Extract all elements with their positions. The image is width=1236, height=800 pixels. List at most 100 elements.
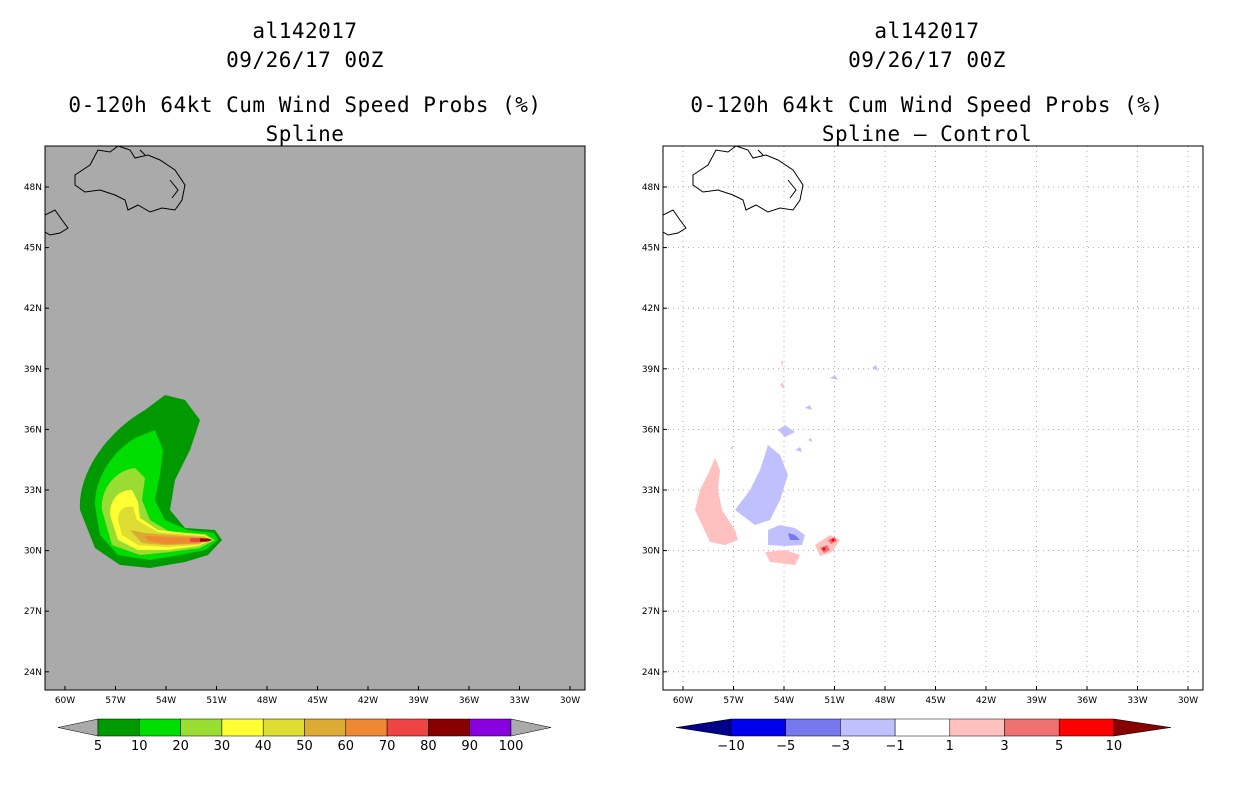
diff-speck-negative — [778, 365, 878, 452]
colorbar-swatch — [345, 718, 388, 737]
colorbar-label: 5 — [1055, 739, 1063, 754]
lon-tick-label: 48W — [257, 696, 277, 706]
colorbar-label: 20 — [172, 739, 189, 754]
colorbar-label: −3 — [831, 739, 850, 754]
colorbar-label: 70 — [379, 739, 396, 754]
lon-tick-label: 39W — [408, 696, 428, 706]
prob-contour-5 — [79, 395, 223, 568]
colorbar-swatch — [180, 718, 223, 737]
lon-tick-label: 30W — [560, 696, 580, 706]
lat-tick-label: 45N — [24, 244, 42, 254]
colorbar-swatch — [840, 718, 896, 737]
colorbar-label: 3 — [1000, 739, 1008, 754]
colorbar-low-arrow — [675, 718, 732, 737]
diff-region-strong-positive — [820, 537, 837, 553]
colorbar-swatch — [949, 718, 1005, 737]
prob-contour-90 — [207, 539, 211, 541]
diff-region-positive-west — [695, 458, 738, 545]
right-colorbar: −10 −5 −3 −1 1 3 5 10 — [675, 718, 1171, 754]
right-product-title: 0-120h 64kt Cum Wind Speed Probs (%) — [690, 93, 1164, 117]
diff-dot-max-2 — [831, 538, 835, 542]
colorbar-label: 100 — [499, 739, 524, 754]
lon-tick-label: 42W — [358, 696, 378, 706]
lat-tick-label: 39N — [642, 365, 660, 375]
lat-tick-label: 27N — [642, 607, 660, 617]
prob-contour-20 — [101, 468, 215, 555]
prob-contour-30 — [110, 490, 212, 550]
colorbar-label: 50 — [296, 739, 313, 754]
diff-region-positive-east — [815, 535, 840, 556]
left-storm-id: al142017 — [252, 19, 358, 43]
colorbar-swatch — [304, 718, 347, 737]
lon-tick-label: 51W — [206, 696, 226, 706]
nova-scotia-coastline — [45, 209, 69, 236]
colorbar-low-arrow — [57, 718, 99, 737]
colorbar-swatch — [428, 718, 470, 737]
colorbar-swatch — [730, 718, 786, 737]
lat-tick-label: 48N — [642, 183, 660, 193]
colorbar-swatch — [97, 718, 140, 737]
lon-tick-label: 36W — [459, 696, 479, 706]
right-map-background — [663, 146, 1203, 690]
lat-tick-label: 33N — [642, 486, 660, 496]
colorbar-swatch — [221, 718, 264, 737]
colorbar-label: 10 — [131, 739, 148, 754]
left-colorbar: 5 10 20 30 40 50 60 70 80 90 100 — [57, 718, 552, 754]
lon-tick-label: 33W — [1127, 696, 1147, 706]
right-storm-id: al142017 — [874, 19, 980, 43]
lat-tick-label: 36N — [24, 425, 42, 435]
right-title-block: al142017 09/26/17 00Z 0-120h 64kt Cum Wi… — [637, 17, 1217, 149]
lat-tick-label: 39N — [24, 365, 42, 375]
diff-speck-positive — [730, 360, 784, 450]
left-title-block: al142017 09/26/17 00Z 0-120h 64kt Cum Wi… — [15, 17, 595, 149]
lon-tick-label: 54W — [156, 696, 176, 706]
lat-tick-label: 24N — [24, 668, 42, 678]
colorbar-label: 10 — [1106, 739, 1123, 754]
lon-tick-label: 42W — [976, 696, 996, 706]
diff-region-strong-negative — [788, 533, 800, 540]
diff-region-negative-south — [768, 525, 805, 546]
lat-tick-label: 24N — [642, 668, 660, 678]
colorbar-label: 80 — [420, 739, 437, 754]
lon-tick-label: 60W — [55, 696, 75, 706]
colorbar-label: 40 — [255, 739, 272, 754]
colorbar-swatch — [386, 718, 429, 737]
prob-contour-10 — [95, 430, 218, 560]
left-product-title: 0-120h 64kt Cum Wind Speed Probs (%) — [68, 93, 542, 117]
diff-region-positive-south — [765, 550, 800, 565]
right-newfoundland-coastline — [692, 146, 804, 213]
prob-contour-50 — [130, 530, 210, 545]
left-subtitle: Spline — [265, 122, 345, 146]
left-map-frame — [44, 145, 586, 691]
prob-contour-70 — [190, 538, 211, 542]
colorbar-high-arrow — [1113, 718, 1171, 737]
lon-tick-label: 45W — [307, 696, 327, 706]
lat-tick-label: 27N — [24, 607, 42, 617]
prob-contour-80 — [200, 538, 212, 542]
lon-tick-label: 33W — [509, 696, 529, 706]
diff-dot-max-1 — [822, 547, 826, 551]
lat-tick-label: 42N — [24, 304, 42, 314]
lon-tick-label: 60W — [673, 696, 693, 706]
right-nova-scotia-coastline — [663, 209, 687, 236]
lon-tick-label: 36W — [1077, 696, 1097, 706]
lat-tick-label: 42N — [642, 304, 660, 314]
right-datetime: 09/26/17 00Z — [848, 48, 1006, 72]
prob-contour-40 — [118, 506, 210, 547]
newfoundland-coastline — [74, 146, 186, 213]
left-map-background — [45, 146, 585, 690]
lon-tick-label: 48W — [875, 696, 895, 706]
colorbar-label: 30 — [214, 739, 231, 754]
lon-tick-label: 30W — [1178, 696, 1198, 706]
lon-tick-label: 45W — [925, 696, 945, 706]
colorbar-swatch — [139, 718, 181, 737]
colorbar-label: −1 — [886, 739, 905, 754]
right-subtitle: Spline – Control — [821, 122, 1033, 146]
lon-tick-label: 54W — [774, 696, 794, 706]
colorbar-swatch — [262, 718, 305, 737]
colorbar-swatch — [894, 718, 951, 737]
lat-tick-label: 48N — [24, 183, 42, 193]
colorbar-swatch — [785, 718, 841, 737]
left-datetime: 09/26/17 00Z — [226, 48, 384, 72]
lat-tick-label: 30N — [642, 547, 660, 557]
